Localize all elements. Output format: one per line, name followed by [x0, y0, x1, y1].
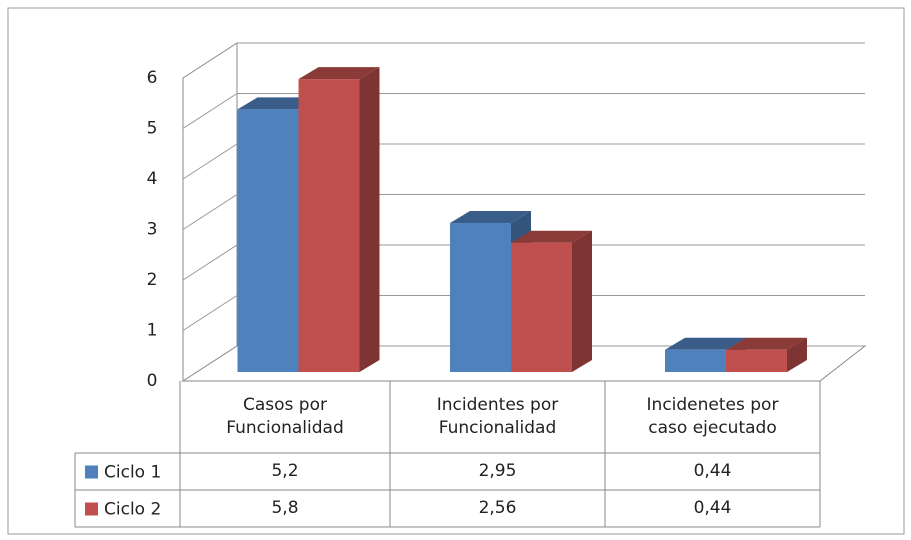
grid-line: [182, 143, 865, 180]
bar-top: [450, 211, 531, 224]
bar-side: [359, 67, 380, 372]
bar-top: [511, 230, 592, 243]
bar: [237, 109, 299, 373]
category-label-box: Incidentes por Funcionalidad: [436, 395, 559, 438]
y-tick-label: 6: [147, 68, 158, 88]
value-label-box: 5,2: [271, 461, 299, 482]
category-label: Incidentes por Funcionalidad: [436, 395, 559, 438]
value-label: 2,56: [478, 498, 517, 519]
legend-label: Ciclo 2: [104, 500, 161, 520]
bar-top: [298, 67, 380, 80]
value-label: 2,95: [478, 461, 517, 482]
bar: [298, 79, 360, 372]
grid-line: [182, 93, 865, 129]
legend-swatch: [85, 502, 98, 516]
grid-line: [182, 244, 865, 281]
value-label-box: 2,95: [478, 461, 517, 482]
y-tick-label: 1: [147, 321, 158, 341]
y-tick-label: 5: [147, 119, 158, 139]
category-label-box: Casos por Funcionalidad: [226, 395, 344, 438]
bar: [726, 349, 787, 372]
category-label: Casos por Funcionalidad: [226, 395, 344, 438]
grid-line: [182, 42, 865, 79]
grid-line: [182, 194, 865, 230]
bar: [665, 349, 726, 372]
value-label-box: 0,44: [693, 498, 732, 519]
value-label-box: 0,44: [693, 461, 732, 482]
value-label: 5,2: [271, 461, 299, 482]
bar-side: [787, 337, 807, 372]
y-tick-label: 3: [147, 220, 158, 240]
bar-top: [726, 337, 807, 350]
bar-top: [665, 337, 746, 350]
category-label-box: Incidenetes por caso ejecutado: [646, 395, 779, 438]
legend-label: Ciclo 1: [104, 463, 161, 483]
value-label: 5,8: [271, 498, 299, 519]
value-label-box: 2,56: [478, 498, 517, 519]
y-tick-label: 2: [147, 270, 158, 290]
bar: [511, 242, 572, 372]
grid-line: [182, 295, 865, 331]
bar: [450, 223, 511, 372]
legend-swatch: [85, 465, 98, 479]
y-tick-label: 4: [147, 169, 158, 189]
bar-side: [572, 230, 592, 372]
y-tick-label: 0: [147, 371, 158, 391]
value-label: 0,44: [693, 498, 732, 519]
grid-line: [182, 345, 865, 382]
category-label: Incidenetes por caso ejecutado: [646, 395, 779, 438]
bar-top: [237, 97, 319, 110]
value-label: 0,44: [693, 461, 732, 482]
value-label-box: 5,8: [271, 498, 299, 519]
